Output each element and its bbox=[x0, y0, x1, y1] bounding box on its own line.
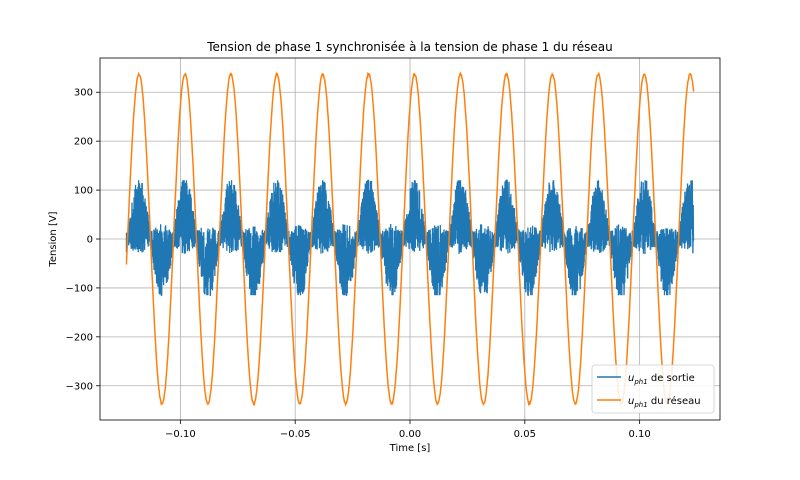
chart-title: Tension de phase 1 synchronisée à la ten… bbox=[206, 40, 613, 54]
y-tick-label: 200 bbox=[74, 137, 93, 148]
legend-output-symbol: u bbox=[628, 373, 634, 384]
legend-grid-subscript: ph1 bbox=[633, 401, 647, 409]
legend-output-subscript: ph1 bbox=[633, 378, 647, 386]
legend-entry-grid: uph1 du réseau bbox=[628, 395, 701, 409]
y-tick-label: −100 bbox=[66, 283, 93, 294]
series-grid-voltage bbox=[125, 70, 695, 407]
legend-box bbox=[591, 364, 715, 414]
y-tick-label: −200 bbox=[66, 332, 93, 343]
x-axis-label: Time [s] bbox=[389, 443, 431, 454]
x-tick-label: 0.00 bbox=[399, 429, 421, 440]
output-voltage-line bbox=[125, 179, 695, 297]
y-axis-label: Tension [V] bbox=[48, 211, 59, 267]
legend-entry-output: uph1 de sortie bbox=[628, 373, 695, 386]
x-tick-label: 0.05 bbox=[514, 429, 536, 440]
y-axis-ticks: −300 −200 −100 0 100 200 300 bbox=[66, 88, 100, 392]
y-tick-label: 100 bbox=[74, 186, 93, 197]
series-output-voltage bbox=[125, 179, 695, 297]
x-tick-label: −0.10 bbox=[165, 429, 196, 440]
legend-output-text: de sortie bbox=[648, 373, 695, 384]
y-tick-label: −300 bbox=[66, 381, 93, 392]
legend: uph1 de sortie uph1 du réseau bbox=[591, 364, 715, 414]
y-tick-label: 300 bbox=[74, 88, 93, 99]
x-tick-label: 0.10 bbox=[628, 429, 650, 440]
legend-grid-text: du réseau bbox=[648, 395, 701, 407]
x-axis-ticks: −0.10 −0.05 0.00 0.05 0.10 bbox=[165, 420, 651, 440]
legend-grid-symbol: u bbox=[628, 396, 634, 407]
y-tick-label: 0 bbox=[87, 235, 93, 246]
x-tick-label: −0.05 bbox=[280, 429, 311, 440]
grid-voltage-line bbox=[125, 70, 695, 407]
